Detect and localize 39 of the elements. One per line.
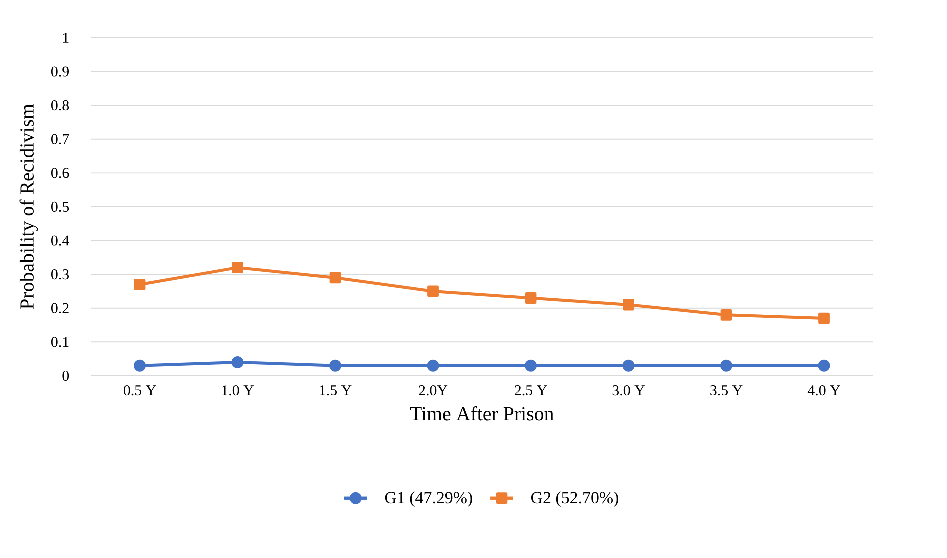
point [720, 309, 732, 321]
point [427, 360, 440, 372]
y-tick-label: 0.4 [52, 236, 70, 246]
x-tick-label: 0.5 Y [124, 386, 156, 396]
y-tick-label: 0.3 [52, 270, 70, 280]
y-tick-label: 0.6 [52, 168, 70, 178]
point [232, 356, 244, 368]
x-tick-label: 1.0 Y [222, 386, 254, 396]
y-axis-title: Probability of Recidivism [20, 104, 38, 310]
point [330, 272, 342, 284]
y-tick-label: 0.5 [52, 202, 70, 212]
point [428, 286, 439, 298]
y-tick-label: 0 [62, 370, 70, 382]
y-tick-label: 0.1 [52, 337, 69, 348]
y-tick-label: 0.8 [52, 100, 70, 111]
y-tick-label: 0.7 [52, 134, 70, 144]
point [525, 360, 538, 372]
x-tick-label: 1.5 Y [320, 386, 352, 396]
y-tick-label: 0.9 [52, 66, 69, 77]
x-axis-title: Time After Prison [410, 406, 554, 421]
point [623, 299, 634, 311]
point [525, 292, 537, 304]
point [720, 360, 732, 372]
x-tick-label: 2.0Y [419, 386, 448, 396]
point [330, 360, 342, 372]
y-tick-label: 0.2 [52, 303, 69, 314]
x-tick-label: 3.0 Y [612, 386, 645, 396]
point [134, 360, 146, 372]
x-tick-label: 3.5 Y [710, 386, 743, 396]
point [622, 360, 635, 372]
y-tick-label: 1 [63, 33, 69, 43]
legend-label: G2 (52.70%) [531, 492, 618, 508]
x-tick-label: 2.5 Y [515, 386, 548, 396]
point [818, 360, 830, 372]
point [134, 279, 146, 290]
point [232, 262, 244, 274]
legend-label: G1 (47.29%) [385, 492, 472, 508]
x-tick-label: 4.0 Y [808, 386, 840, 396]
point [818, 312, 830, 324]
